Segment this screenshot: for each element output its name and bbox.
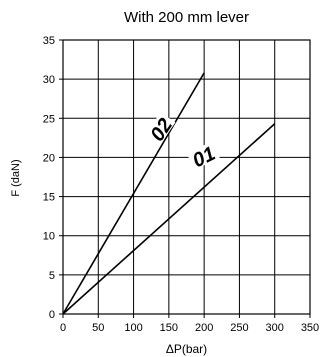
tick-layer: 0 50 100 150 200 250 300 350 0 5 10 15 20 25 30 35 [43, 35, 319, 334]
chart-title: With 200 mm lever [123, 9, 250, 26]
x-tick-label: 0 [60, 322, 66, 334]
x-tick-label: 150 [160, 322, 178, 334]
y-tick-label: 0 [49, 309, 55, 321]
y-tick-label: 10 [43, 231, 55, 243]
series-line-01 [62, 123, 276, 315]
y-tick-label: 25 [43, 113, 55, 125]
series-label-backing-02 [144, 112, 176, 146]
x-tick-label: 250 [230, 322, 248, 334]
x-axis-label: ΔP(bar) [165, 342, 208, 356]
y-tick-label: 15 [43, 192, 55, 204]
plot-frame [62, 39, 311, 315]
x-tick-label: 350 [301, 322, 319, 334]
series-label-02: 02 [146, 115, 177, 146]
y-tick-label: 5 [49, 270, 55, 282]
x-tick-label: 50 [92, 322, 104, 334]
x-tick-label: 100 [124, 322, 142, 334]
series-layer [62, 72, 276, 315]
grid-layer [63, 40, 310, 314]
x-tick-label: 300 [266, 322, 284, 334]
y-tick-label: 35 [43, 35, 55, 47]
x-tick-label: 200 [195, 322, 213, 334]
y-tick-label: 30 [43, 74, 55, 86]
series-line-02 [62, 72, 205, 315]
y-tick-label: 20 [43, 152, 55, 164]
series-label-backing-01 [186, 141, 220, 170]
axis-layer [62, 39, 311, 315]
